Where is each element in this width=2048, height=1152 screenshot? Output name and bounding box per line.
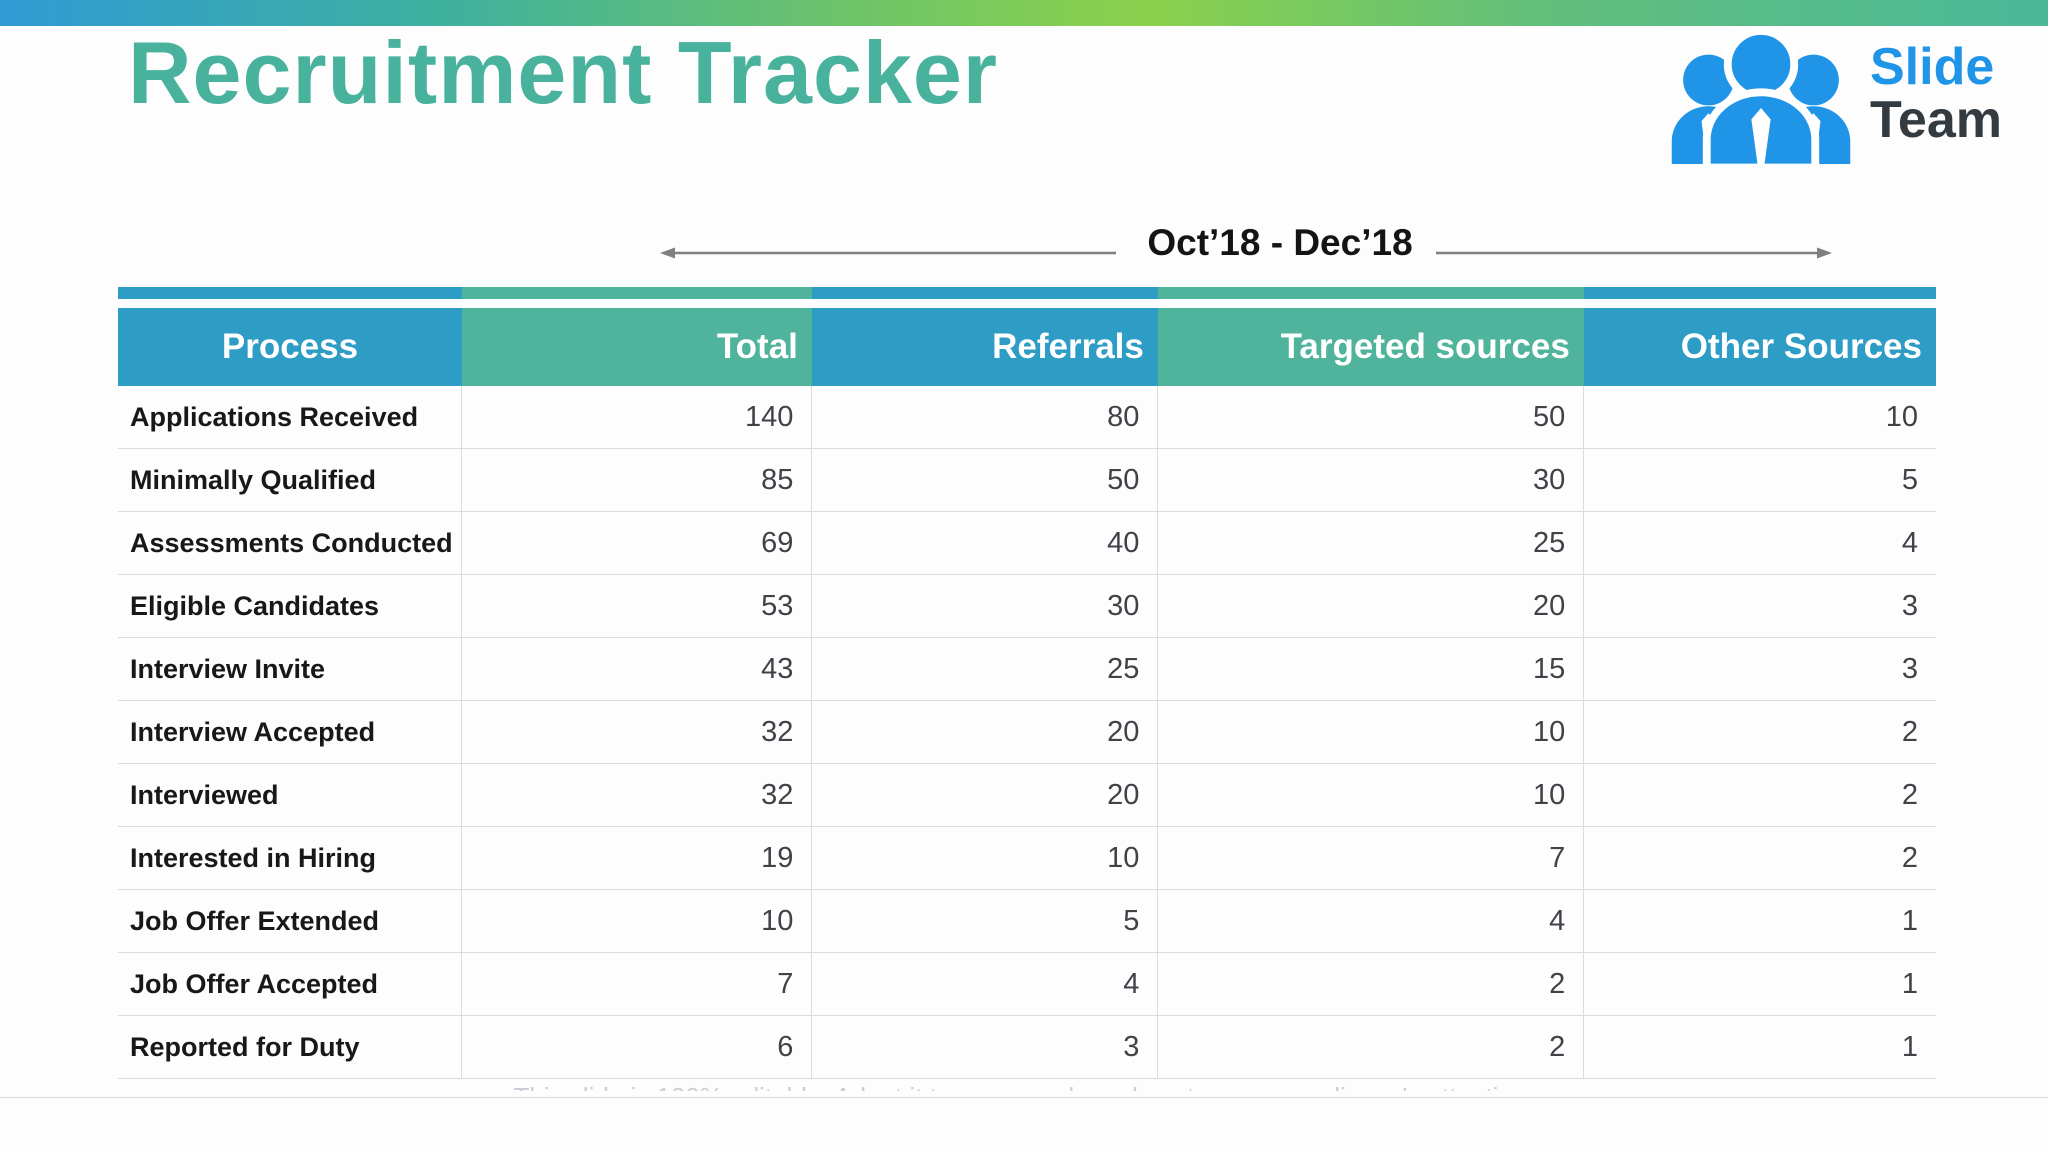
table-row: Interested in Hiring 19 10 7 2 xyxy=(118,826,1936,890)
column-header-total: Total xyxy=(461,308,812,386)
referrals-cell: 50 xyxy=(811,448,1159,512)
table-row: Reported for Duty 6 3 2 1 xyxy=(118,1015,1936,1079)
table-header-row: Process Total Referrals Targeted sources… xyxy=(118,308,1936,386)
logo-wordmark: Slide Team xyxy=(1870,37,2002,149)
process-cell: Eligible Candidates xyxy=(118,574,463,638)
logo-word-slide: Slide xyxy=(1870,37,1995,96)
process-cell: Interviewed xyxy=(118,763,463,827)
referrals-cell: 20 xyxy=(811,763,1159,827)
other-cell: 2 xyxy=(1583,763,1936,827)
recruitment-table: Process Total Referrals Targeted sources… xyxy=(118,308,1936,1079)
column-header-other: Other Sources xyxy=(1583,308,1936,386)
other-cell: 1 xyxy=(1583,952,1936,1016)
table-row: Job Offer Accepted 7 4 2 1 xyxy=(118,952,1936,1016)
process-cell: Applications Received xyxy=(118,386,463,449)
column-header-referrals: Referrals xyxy=(811,308,1158,386)
column-header-targeted: Targeted sources xyxy=(1157,308,1584,386)
other-cell: 3 xyxy=(1583,574,1936,638)
other-cell: 2 xyxy=(1583,700,1936,764)
targeted-cell: 4 xyxy=(1157,889,1585,953)
bottom-divider xyxy=(0,1097,2048,1098)
referrals-cell: 40 xyxy=(811,511,1159,575)
referrals-cell: 30 xyxy=(811,574,1159,638)
other-cell: 4 xyxy=(1583,511,1936,575)
slideteam-logo: Slide Team xyxy=(1662,24,2022,164)
targeted-cell: 30 xyxy=(1157,448,1585,512)
total-cell: 7 xyxy=(461,952,813,1016)
targeted-cell: 7 xyxy=(1157,826,1585,890)
other-cell: 3 xyxy=(1583,637,1936,701)
total-cell: 140 xyxy=(461,386,813,449)
total-cell: 43 xyxy=(461,637,813,701)
table-row: Applications Received 140 80 50 10 xyxy=(118,386,1936,449)
targeted-cell: 15 xyxy=(1157,637,1585,701)
table-row: Interview Accepted 32 20 10 2 xyxy=(118,700,1936,764)
people-group-icon xyxy=(1671,27,1851,164)
total-cell: 53 xyxy=(461,574,813,638)
strip-segment xyxy=(118,287,462,299)
footer-note-clipped: This slide is 100% editable. Adapt it to… xyxy=(0,1082,2048,1091)
total-cell: 19 xyxy=(461,826,813,890)
other-cell: 1 xyxy=(1583,1015,1936,1079)
strip-segment xyxy=(1583,287,1936,299)
referrals-cell: 5 xyxy=(811,889,1159,953)
process-cell: Job Offer Accepted xyxy=(118,952,463,1016)
total-cell: 32 xyxy=(461,763,813,827)
referrals-cell: 4 xyxy=(811,952,1159,1016)
total-cell: 6 xyxy=(461,1015,813,1079)
top-gradient-bar xyxy=(0,0,2048,26)
footer-note-text: This slide is 100% editable. Adapt it to… xyxy=(513,1082,1534,1091)
logo-word-team: Team xyxy=(1870,91,2002,149)
total-cell: 32 xyxy=(461,700,813,764)
targeted-cell: 10 xyxy=(1157,700,1585,764)
other-cell: 1 xyxy=(1583,889,1936,953)
period-label: Oct’18 - Dec’18 xyxy=(1147,222,1413,263)
table-row: Interview Invite 43 25 15 3 xyxy=(118,637,1936,701)
strip-segment xyxy=(1157,287,1584,299)
referrals-cell: 3 xyxy=(811,1015,1159,1079)
referrals-cell: 80 xyxy=(811,386,1159,449)
process-cell: Interested in Hiring xyxy=(118,826,463,890)
table-row: Minimally Qualified 85 50 30 5 xyxy=(118,448,1936,512)
header-accent-strip xyxy=(118,287,1936,299)
targeted-cell: 20 xyxy=(1157,574,1585,638)
strip-segment xyxy=(461,287,812,299)
column-header-process: Process xyxy=(118,308,462,386)
process-cell: Assessments Conducted xyxy=(118,511,463,575)
other-cell: 10 xyxy=(1583,386,1936,449)
referrals-cell: 25 xyxy=(811,637,1159,701)
targeted-cell: 50 xyxy=(1157,386,1585,449)
referrals-cell: 20 xyxy=(811,700,1159,764)
right-arrow-icon xyxy=(1436,247,1832,259)
targeted-cell: 2 xyxy=(1157,1015,1585,1079)
process-cell: Interview Invite xyxy=(118,637,463,701)
strip-segment xyxy=(811,287,1158,299)
process-cell: Job Offer Extended xyxy=(118,889,463,953)
targeted-cell: 2 xyxy=(1157,952,1585,1016)
other-cell: 5 xyxy=(1583,448,1936,512)
process-cell: Minimally Qualified xyxy=(118,448,463,512)
total-cell: 69 xyxy=(461,511,813,575)
process-cell: Interview Accepted xyxy=(118,700,463,764)
total-cell: 85 xyxy=(461,448,813,512)
table-row: Assessments Conducted 69 40 25 4 xyxy=(118,511,1936,575)
left-arrow-icon xyxy=(660,247,1116,259)
page-title: Recruitment Tracker xyxy=(128,23,999,122)
process-cell: Reported for Duty xyxy=(118,1015,463,1079)
targeted-cell: 25 xyxy=(1157,511,1585,575)
total-cell: 10 xyxy=(461,889,813,953)
table-row: Eligible Candidates 53 30 20 3 xyxy=(118,574,1936,638)
other-cell: 2 xyxy=(1583,826,1936,890)
referrals-cell: 10 xyxy=(811,826,1159,890)
table-row: Interviewed 32 20 10 2 xyxy=(118,763,1936,827)
table-row: Job Offer Extended 10 5 4 1 xyxy=(118,889,1936,953)
targeted-cell: 10 xyxy=(1157,763,1585,827)
